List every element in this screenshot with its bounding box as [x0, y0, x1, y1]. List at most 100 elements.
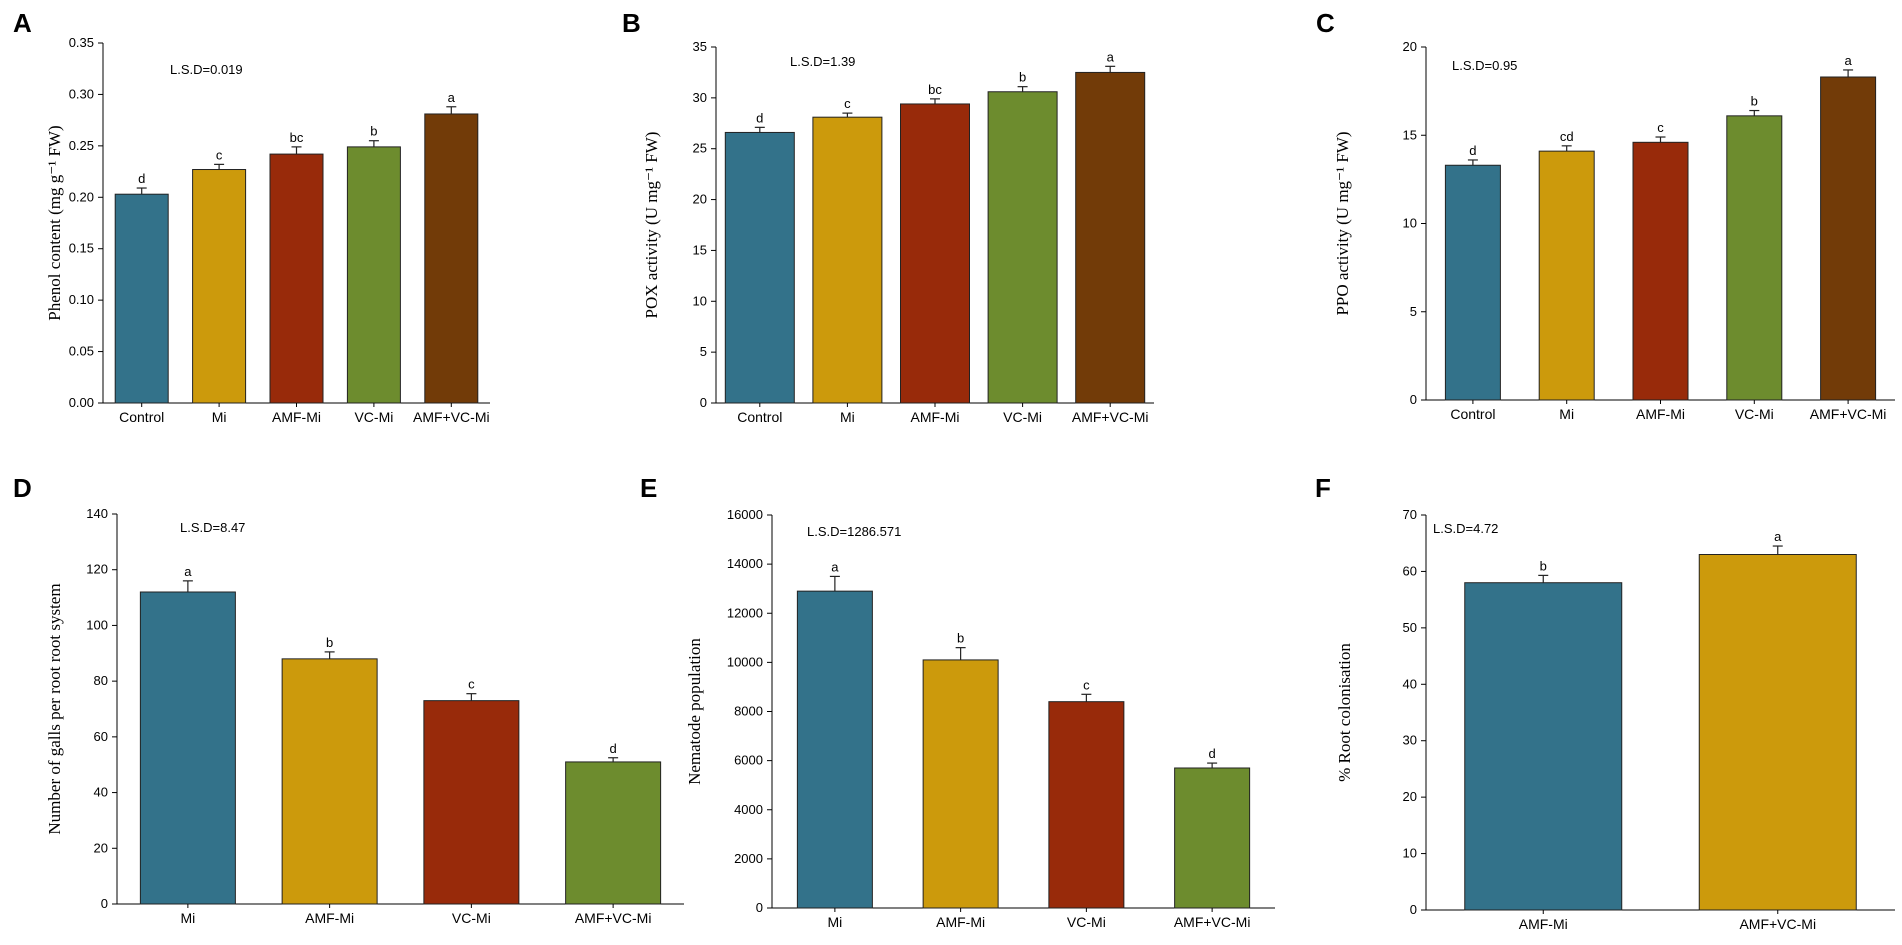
significance-label: a — [831, 559, 839, 574]
lsd-label: L.S.D=1286.571 — [807, 524, 901, 539]
lsd-label: L.S.D=1.39 — [790, 54, 855, 69]
x-tick-label: Mi — [212, 409, 227, 425]
chart-panel-c: C 0 5 10 15 20 PPO activity (U mg⁻¹ FW) L.S.D=0… — [1316, 8, 1895, 422]
lsd-label: L.S.D=4.72 — [1433, 521, 1498, 536]
y-tick-label: 0 — [1410, 392, 1417, 407]
y-tick-label: 8000 — [734, 704, 763, 719]
y-tick-label: 16000 — [727, 507, 763, 522]
bar — [114, 193, 169, 404]
x-tick-label: Control — [737, 409, 782, 425]
significance-label: b — [1019, 70, 1026, 85]
lsd-label: L.S.D=8.47 — [180, 520, 245, 535]
bar — [922, 659, 999, 909]
chart-panel-f: F 0 10 20 30 40 50 60 70 % Root colonisation L.S.D… — [1315, 473, 1895, 932]
bar — [724, 131, 795, 404]
x-tick-label: VC-Mi — [1003, 409, 1042, 425]
x-tick-label: VC-Mi — [1067, 914, 1106, 930]
significance-label: a — [1107, 49, 1115, 64]
y-tick-label: 0 — [700, 395, 707, 410]
y-tick-label: 0.00 — [69, 395, 94, 410]
lsd-label: L.S.D=0.019 — [170, 62, 243, 77]
x-tick-label: AMF-Mi — [272, 409, 321, 425]
bar — [424, 113, 479, 404]
significance-label: c — [844, 96, 851, 111]
x-tick-label: VC-Mi — [452, 910, 491, 926]
significance-label: c — [1083, 677, 1090, 692]
y-tick-label: 60 — [1403, 563, 1417, 578]
x-tick-label: AMF-Mi — [305, 910, 354, 926]
bar — [1075, 71, 1146, 404]
y-tick-label: 6000 — [734, 753, 763, 768]
significance-label: b — [326, 635, 333, 650]
y-tick-label: 10000 — [727, 654, 763, 669]
x-tick-label: VC-Mi — [1735, 406, 1774, 422]
y-tick-label: 10 — [1403, 216, 1417, 231]
y-tick-label: 20 — [1403, 39, 1417, 54]
chart-panel-e: E 0 2000 4000 6000 8000 10000 12000 14000 16000 Ne… — [640, 473, 1275, 930]
panel-letter: C — [1316, 8, 1335, 38]
significance-label: d — [1209, 746, 1216, 761]
panel-letter: A — [13, 8, 32, 38]
bar — [1632, 141, 1689, 401]
bar — [1174, 767, 1251, 909]
significance-label: c — [216, 147, 223, 162]
y-tick-label: 0.35 — [69, 35, 94, 50]
significance-label: b — [957, 631, 964, 646]
y-tick-label: 100 — [86, 617, 108, 632]
bar — [423, 700, 520, 905]
y-tick-label: 140 — [86, 506, 108, 521]
x-tick-label: AMF+VC-Mi — [413, 409, 490, 425]
panel-letter: D — [13, 473, 32, 503]
y-tick-label: 0.10 — [69, 292, 94, 307]
y-tick-label: 0.05 — [69, 344, 94, 359]
significance-label: b — [1751, 94, 1758, 109]
x-tick-label: AMF+VC-Mi — [575, 910, 652, 926]
significance-label: a — [184, 564, 192, 579]
x-tick-label: AMF+VC-Mi — [1072, 409, 1149, 425]
x-tick-label: AMF-Mi — [936, 914, 985, 930]
significance-label: d — [610, 741, 617, 756]
x-tick-label: Control — [1450, 406, 1495, 422]
significance-label: bc — [928, 82, 942, 97]
y-axis-title: Nematode population — [685, 638, 704, 785]
y-tick-label: 40 — [94, 785, 108, 800]
y-tick-label: 0 — [1410, 902, 1417, 917]
bar — [987, 91, 1058, 404]
significance-label: bc — [290, 130, 304, 145]
y-tick-label: 4000 — [734, 802, 763, 817]
significance-label: d — [1469, 143, 1476, 158]
y-tick-label: 30 — [1403, 733, 1417, 748]
bar — [1538, 150, 1595, 401]
significance-label: a — [1774, 529, 1782, 544]
panel-letter: E — [640, 473, 657, 503]
significance-label: d — [756, 110, 763, 125]
y-tick-label: 0 — [101, 896, 108, 911]
x-tick-label: AMF+VC-Mi — [1174, 914, 1251, 930]
y-tick-label: 20 — [693, 192, 707, 207]
x-tick-label: Mi — [840, 409, 855, 425]
bar — [192, 169, 247, 404]
significance-label: c — [1657, 120, 1664, 135]
panel-letter: B — [622, 8, 641, 38]
x-tick-label: AMF-Mi — [1519, 916, 1568, 932]
y-tick-label: 0.20 — [69, 189, 94, 204]
bar — [139, 591, 236, 905]
y-axis-title: % Root colonisation — [1335, 643, 1354, 782]
chart-panel-b: B 0 5 10 15 20 25 30 35 POX activity (U mg⁻¹ FW) L… — [622, 8, 1154, 425]
x-tick-label: Mi — [1559, 406, 1574, 422]
y-tick-label: 5 — [700, 344, 707, 359]
bar — [281, 658, 378, 905]
bar — [346, 146, 401, 404]
y-tick-label: 20 — [1403, 789, 1417, 804]
x-tick-label: Mi — [827, 914, 842, 930]
significance-label: b — [370, 124, 377, 139]
y-tick-label: 0.30 — [69, 86, 94, 101]
significance-label: c — [468, 677, 475, 692]
bar — [796, 590, 873, 909]
y-tick-label: 35 — [693, 39, 707, 54]
y-tick-label: 12000 — [727, 605, 763, 620]
y-tick-label: 25 — [693, 141, 707, 156]
bar — [1726, 115, 1783, 401]
y-tick-label: 60 — [94, 729, 108, 744]
